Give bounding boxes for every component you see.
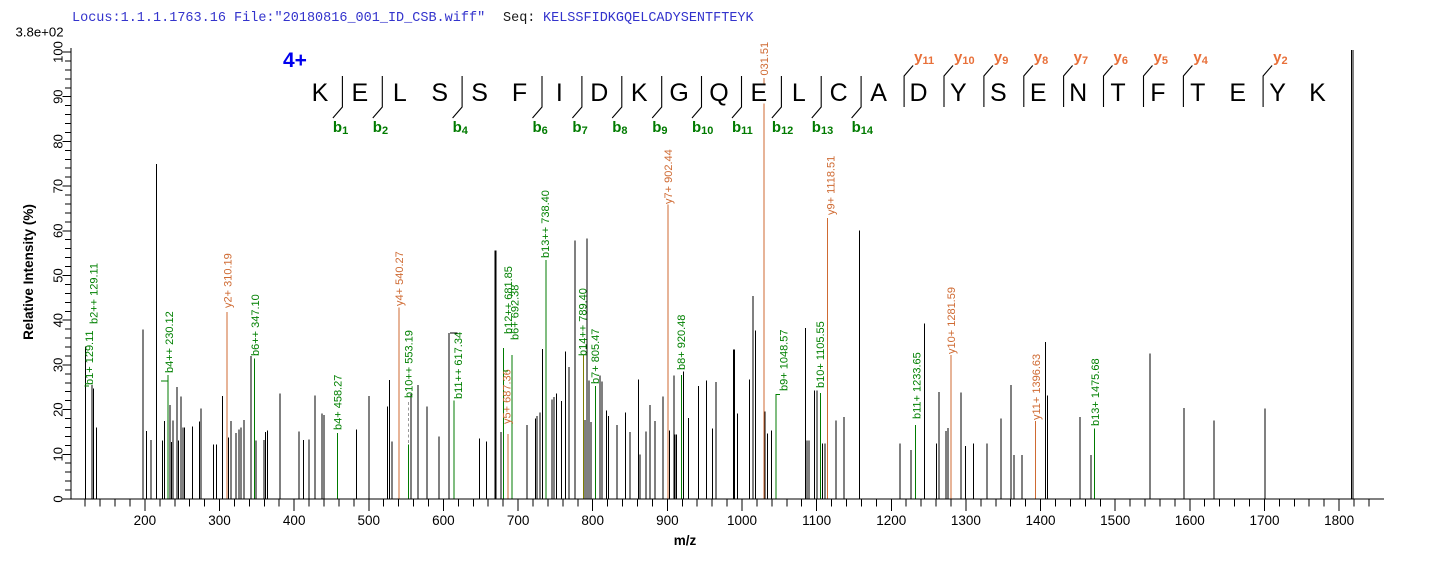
svg-text:1500: 1500 [1100,513,1130,528]
svg-text:b1+ 129.11: b1+ 129.11 [84,330,96,385]
svg-text:G: G [669,79,688,107]
svg-text:E: E [1030,79,1047,107]
svg-text:K: K [1309,79,1326,107]
svg-text:4+: 4+ [283,49,307,72]
svg-text:1100: 1100 [802,513,831,528]
svg-text:900: 900 [656,513,679,528]
svg-text:E: E [352,79,369,107]
svg-text:b8+ 920.48: b8+ 920.48 [676,315,688,370]
svg-text:b4+ 458.27: b4+ 458.27 [333,375,345,430]
svg-text:T: T [1110,79,1125,107]
svg-text:700: 700 [507,513,530,528]
svg-text:K: K [312,79,329,107]
svg-text:b7+ 805.47: b7+ 805.47 [590,329,602,384]
svg-text:50: 50 [51,268,66,282]
svg-text:Locus:1.1.1.1763.16 File:"2018: Locus:1.1.1.1763.16 File:"20180816_001_I… [72,11,485,26]
svg-text:C: C [830,79,848,107]
svg-text:L: L [792,79,806,107]
svg-text:b4++ 230.12: b4++ 230.12 [164,311,176,373]
svg-text:D: D [590,79,608,107]
svg-text:Q: Q [709,79,728,107]
svg-text:K: K [631,79,648,107]
svg-text:b14++ 789.40: b14++ 789.40 [577,288,589,356]
svg-text:D: D [909,79,927,107]
svg-text:F: F [1150,79,1165,107]
svg-text:y9+ 1118.51: y9+ 1118.51 [826,156,838,215]
svg-text:b13++ 738.40: b13++ 738.40 [540,190,552,258]
svg-text:30: 30 [51,358,66,372]
svg-text:b6++ 347.10: b6++ 347.10 [250,294,262,356]
svg-text:1600: 1600 [1175,513,1205,528]
svg-text:Y: Y [950,79,967,107]
svg-text:1200: 1200 [876,513,906,528]
svg-text:1800: 1800 [1324,513,1354,528]
svg-text:1700: 1700 [1249,513,1279,528]
svg-text:90: 90 [51,89,66,103]
svg-text:100: 100 [51,41,66,63]
svg-text:b11++ 617.34: b11++ 617.34 [453,332,465,399]
svg-text:b13+ 1475.68: b13+ 1475.68 [1090,358,1102,426]
svg-text:I: I [556,79,563,107]
svg-text:b12++ 681.85: b12++ 681.85 [503,266,515,334]
svg-text:y7+ 902.44: y7+ 902.44 [663,149,675,204]
svg-text:031.51: 031.51 [759,42,771,76]
svg-text:T: T [1190,79,1205,107]
svg-text:y4+ 540.27: y4+ 540.27 [394,251,406,306]
svg-text:b2++ 129.11: b2++ 129.11 [88,263,100,324]
svg-text:KELSSFIDKGQELCADYSENTFTEYK: KELSSFIDKGQELCADYSENTFTEYK [543,11,755,26]
svg-text:40: 40 [51,313,66,327]
svg-text:1000: 1000 [727,513,757,528]
svg-text:0: 0 [51,495,66,502]
svg-text:F: F [512,79,527,107]
svg-text:L: L [393,79,407,107]
svg-text:600: 600 [432,513,455,528]
svg-text:b6+ 692.38: b6+ 692.38 [510,285,522,340]
svg-text:Relative Intensity (%): Relative Intensity (%) [21,204,36,340]
svg-text:20: 20 [51,402,66,416]
svg-text:S: S [990,79,1007,107]
svg-text:y5+ 687.36: y5+ 687.36 [502,369,514,424]
svg-text:A: A [870,79,887,107]
svg-text:1400: 1400 [1025,513,1055,528]
svg-text:S: S [471,79,488,107]
svg-text:y2+ 310.19: y2+ 310.19 [223,253,235,308]
svg-text:b10++ 553.19: b10++ 553.19 [403,330,415,398]
svg-text:b11+ 1233.65: b11+ 1233.65 [912,352,924,419]
svg-text:800: 800 [581,513,604,528]
svg-text:80: 80 [51,134,66,148]
svg-text:10: 10 [51,447,66,461]
svg-text:1300: 1300 [951,513,981,528]
svg-text:b9+ 1048.57: b9+ 1048.57 [779,330,791,391]
svg-text:y11+ 1396.63: y11+ 1396.63 [1031,354,1043,420]
svg-text:500: 500 [358,513,381,528]
svg-text:200: 200 [134,513,157,528]
svg-text:300: 300 [208,513,231,528]
svg-text:E: E [751,79,768,107]
svg-text:b10+ 1105.55: b10+ 1105.55 [815,321,827,388]
svg-text:y10+ 1281.59: y10+ 1281.59 [946,287,958,354]
svg-text:400: 400 [283,513,306,528]
svg-text:Seq:: Seq: [503,11,535,26]
svg-text:E: E [1229,79,1246,107]
svg-text:N: N [1069,79,1087,107]
svg-text:3.8e+02: 3.8e+02 [16,25,64,40]
svg-text:S: S [431,79,448,107]
svg-text:60: 60 [51,224,66,238]
svg-text:m/z: m/z [674,533,697,548]
svg-text:Y: Y [1269,79,1286,107]
svg-text:70: 70 [51,179,66,193]
